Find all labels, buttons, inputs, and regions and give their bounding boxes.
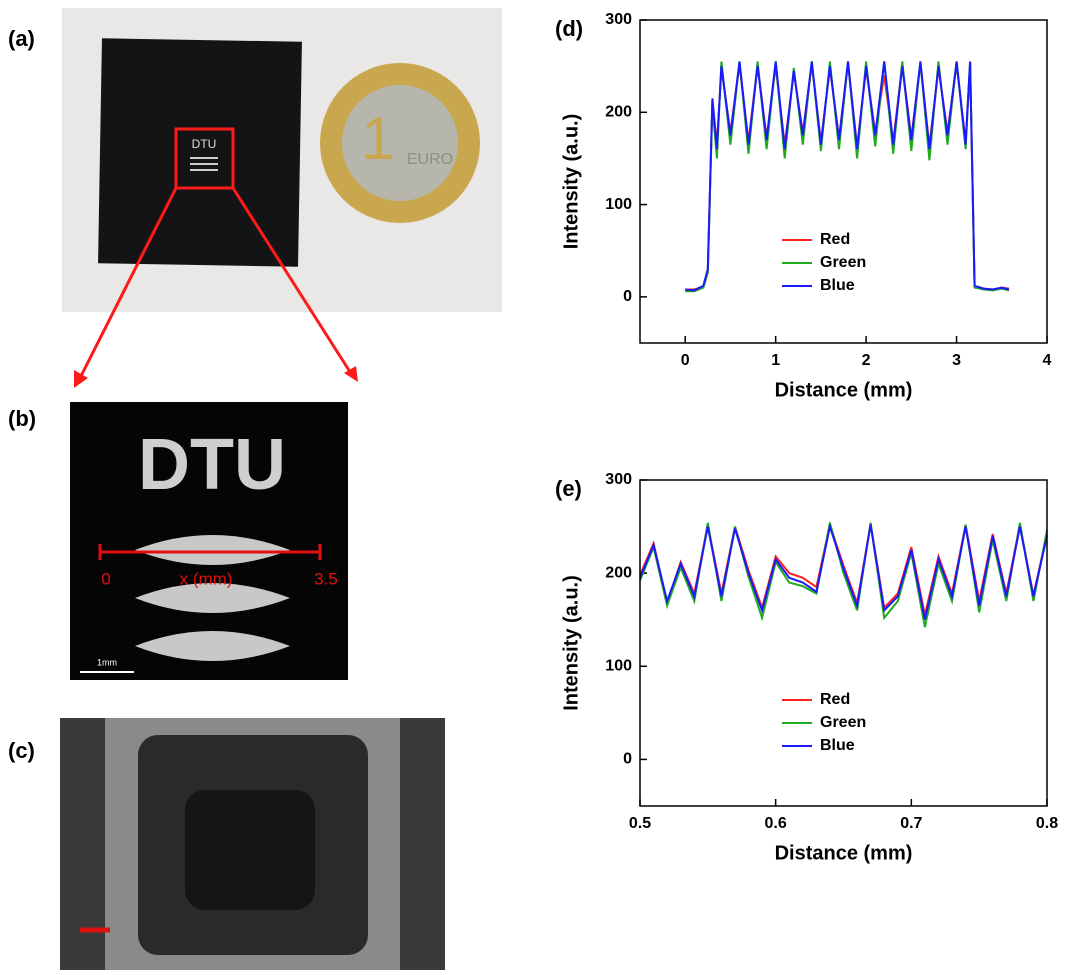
panel-label: (b) <box>8 406 36 431</box>
legend-label: Red <box>820 231 850 248</box>
photo-b: DTU 0 x (mm) 3.5 1mm <box>70 402 348 680</box>
legend-label: Blue <box>820 277 855 294</box>
ruler-start: 0 <box>101 569 110 588</box>
coin-value: 1 <box>361 105 394 172</box>
panel-label: (c) <box>8 738 35 763</box>
plot-frame <box>640 20 1047 343</box>
legend-label: Red <box>820 691 850 708</box>
y-tick-label: 0 <box>623 751 632 768</box>
y-tick-label: 200 <box>605 564 632 581</box>
ruler-label: x (mm) <box>180 569 233 588</box>
legend-label: Blue <box>820 737 855 754</box>
ruler-end: 3.5 <box>314 569 338 588</box>
x-tick-label: 0.5 <box>629 815 651 832</box>
panel-label: (d) <box>555 16 583 41</box>
legend-label: Green <box>820 254 866 271</box>
y-axis-title: Intensity (a.u.) <box>560 114 582 250</box>
y-tick-label: 300 <box>605 11 632 28</box>
figure: DTU 1 EURO (a) DTU 0 x (mm) 3.5 1mm (b) <box>0 0 1073 970</box>
y-tick-label: 200 <box>605 104 632 121</box>
x-tick-label: 2 <box>862 352 871 369</box>
x-axis-title: Distance (mm) <box>775 842 913 864</box>
legend-label: Green <box>820 714 866 731</box>
y-tick-label: 0 <box>623 288 632 305</box>
x-tick-label: 0.7 <box>900 815 922 832</box>
photo-a: DTU 1 EURO <box>62 8 502 388</box>
chip <box>98 38 302 266</box>
scale-bar-label: 1mm <box>97 657 117 667</box>
x-tick-label: 0.8 <box>1036 815 1058 832</box>
x-axis-title: Distance (mm) <box>775 379 913 401</box>
x-tick-label: 0 <box>681 352 690 369</box>
panel-label: (a) <box>8 26 35 51</box>
y-axis-title: Intensity (a.u.) <box>560 575 582 711</box>
plot-frame <box>640 480 1047 806</box>
photo-c <box>60 718 445 970</box>
chip-logo: DTU <box>192 137 217 151</box>
x-tick-label: 3 <box>952 352 961 369</box>
coin-text: EURO <box>407 151 453 168</box>
y-tick-label: 100 <box>605 658 632 675</box>
x-tick-label: 4 <box>1043 352 1052 369</box>
panel-label: (e) <box>555 476 582 501</box>
y-tick-label: 300 <box>605 471 632 488</box>
x-tick-label: 0.6 <box>765 815 787 832</box>
coin-center <box>342 85 458 201</box>
logo: DTU <box>138 425 286 505</box>
x-tick-label: 1 <box>771 352 780 369</box>
y-tick-label: 100 <box>605 196 632 213</box>
charts: (d) 0 100 200 300 0 1 2 3 4 Distance (mm) Intensity… <box>555 11 1058 864</box>
